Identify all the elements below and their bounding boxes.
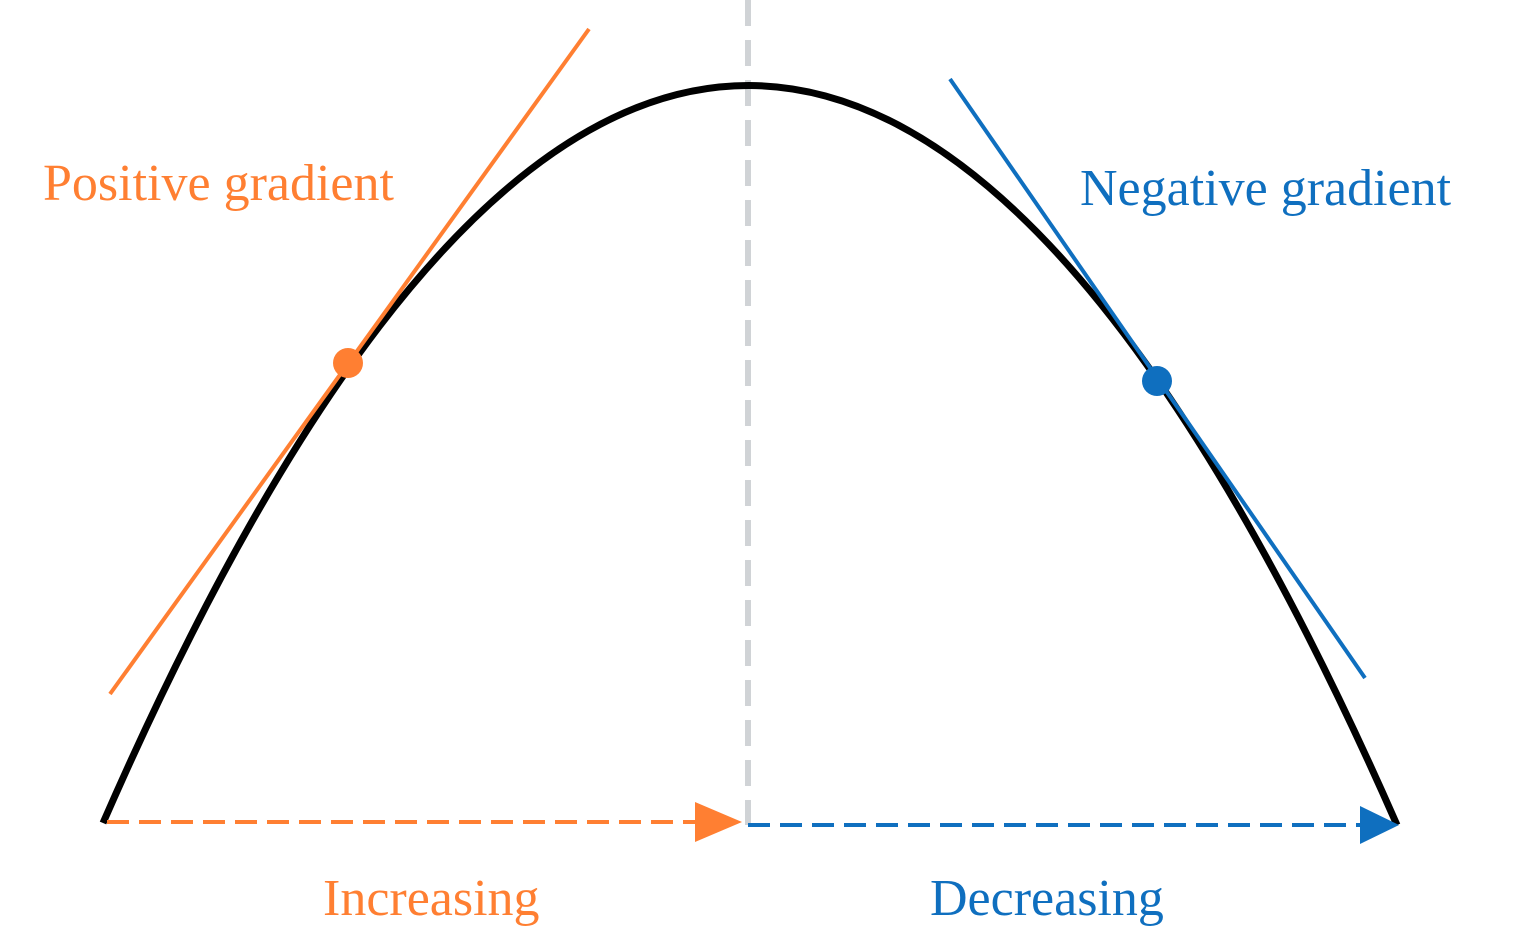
decreasing-arrowhead: [1360, 806, 1399, 844]
decreasing-label: Decreasing: [930, 870, 1164, 927]
negative-gradient-label: Negative gradient: [1080, 160, 1452, 217]
increasing-arrowhead: [695, 802, 742, 842]
negative-tangent-point: [1142, 366, 1172, 396]
positive-tangent-point: [333, 348, 363, 378]
parabola-curve: [99, 82, 1401, 827]
positive-gradient-label: Positive gradient: [43, 155, 395, 212]
increasing-label: Increasing: [323, 870, 540, 927]
